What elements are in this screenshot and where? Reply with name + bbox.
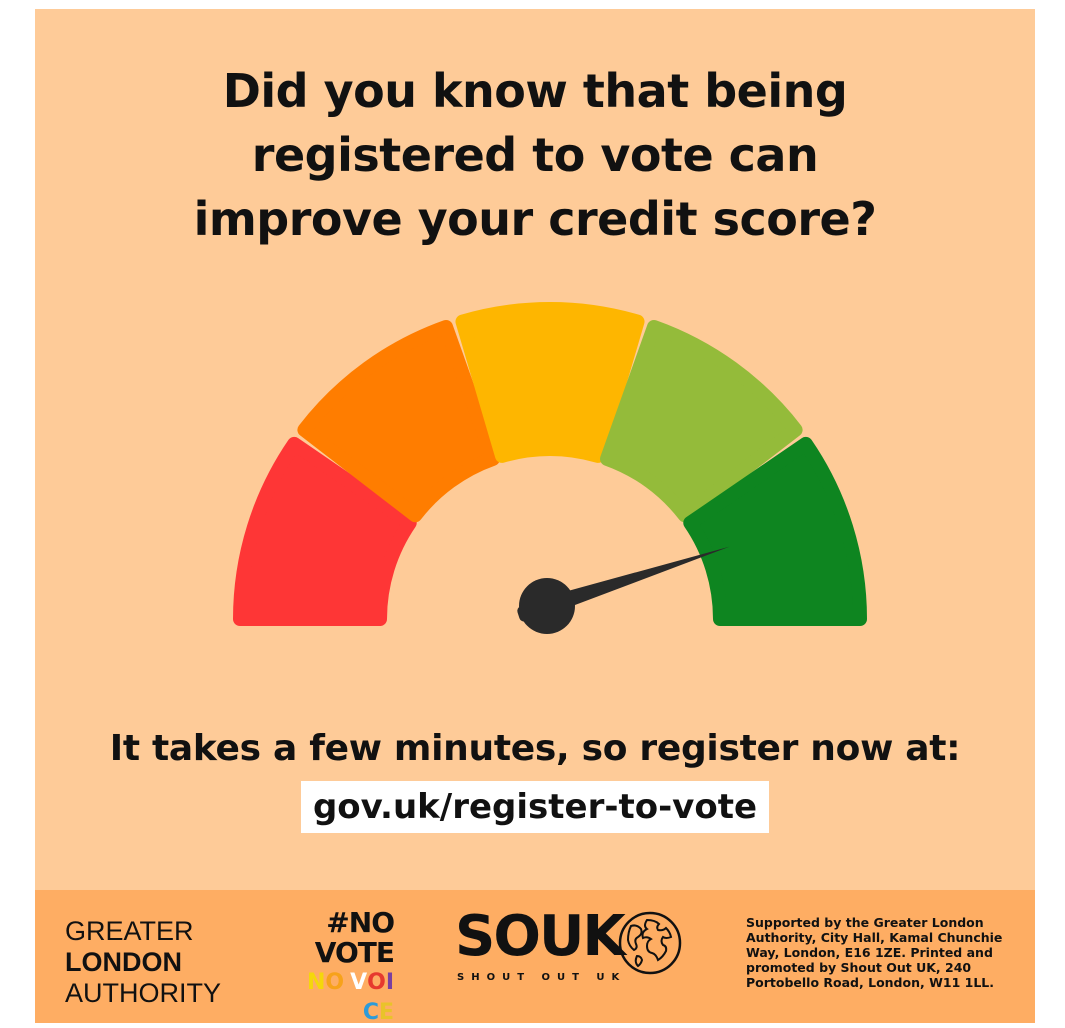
needle-hub [519,578,575,634]
nvnv-letter: I [385,970,394,995]
no-vote-no-voice-logo: #NO VOTE NO VOICE [294,906,395,1024]
gla-logo-line-1: GREATER [65,916,194,946]
footer: GREATER LONDON AUTHORITY #NO VOTE NO VOIC… [35,890,1035,1023]
headline: Did you know that being registered to vo… [193,64,877,246]
nvnv-line-2: VOTE [314,936,395,969]
souk-tagline: SHOUT OUT UK [457,972,627,983]
globe-icon [618,911,682,975]
gauge-needle [517,546,730,634]
greater-london-authority-logo: GREATER LONDON AUTHORITY [65,916,221,1009]
nvnv-letter: V [350,970,368,995]
register-url[interactable]: gov.uk/register-to-vote [300,781,770,833]
nvnv-letter: E [378,1000,394,1023]
imprint-text: Supported by the Greater London Authorit… [746,915,1003,990]
nvnv-letter: C [362,1000,379,1023]
gauge-segment [233,436,417,626]
nvnv-line-3: NO VOICE [294,968,394,1023]
nvnv-letter: O [325,970,345,995]
nvnv-letter: N [306,970,326,995]
nvnv-letter: O [367,970,386,995]
needle-pointer [544,546,730,615]
gauge-segments [233,302,867,626]
gauge-segment [600,319,803,523]
poster: Did you know that being registered to vo… [35,9,1035,1023]
gla-logo-line-3: AUTHORITY [65,978,222,1008]
credit-score-gauge [233,302,867,634]
gauge-segment [455,302,645,463]
souk-wordmark: SOUK [455,904,626,969]
shout-out-uk-logo: SOUK SHOUT OUT UK [455,902,682,1002]
gauge-segment [683,436,867,626]
gauge-segment [297,319,500,523]
gla-logo-line-2: LONDON [65,947,182,977]
nvnv-line-1: #NO [326,906,395,939]
call-to-action: It takes a few minutes, so register now … [109,728,961,769]
